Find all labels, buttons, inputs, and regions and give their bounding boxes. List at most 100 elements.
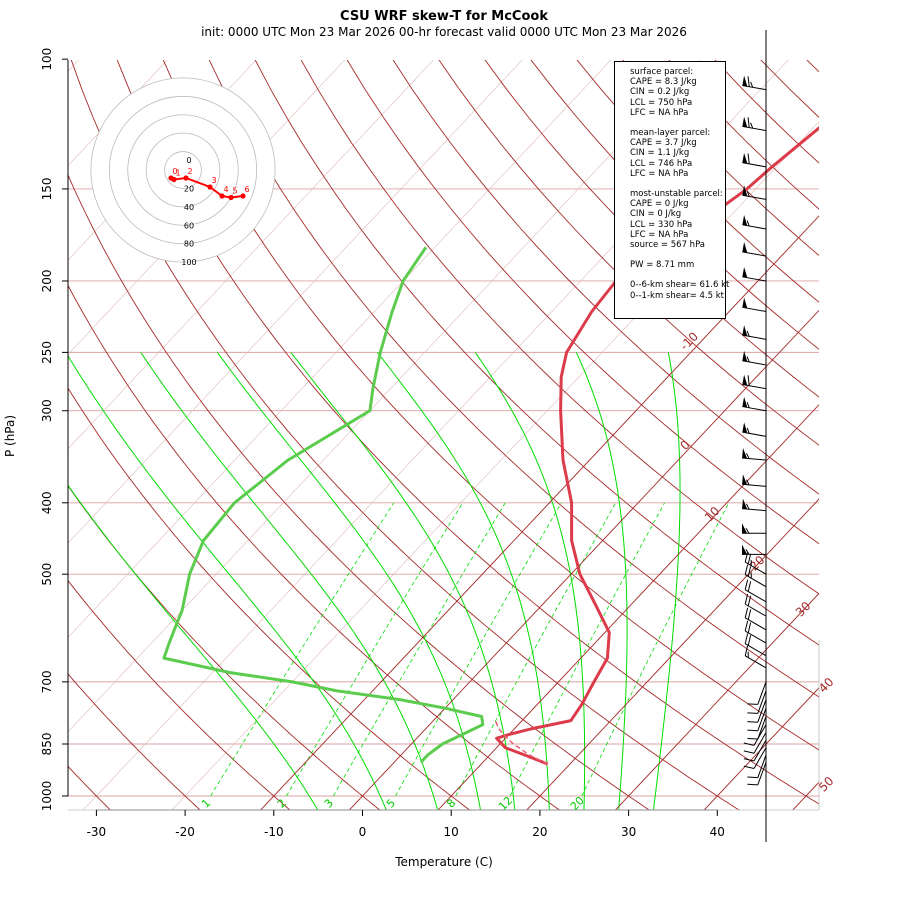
legend-line: LCL = 750 hPa bbox=[630, 97, 693, 108]
y-ticks: 100 150 200 250 300 400 500 700 850 1000 bbox=[40, 48, 68, 811]
parcel-legend: surface parcel: CAPE = 8.3 J/kg CIN = 0.… bbox=[614, 61, 729, 319]
chart-title: CSU WRF skew-T for McCook bbox=[340, 9, 548, 24]
wind-barb-feather bbox=[743, 750, 755, 754]
wind-barb-feather bbox=[747, 703, 758, 705]
mixing-ratio-label: 2 bbox=[275, 796, 289, 810]
wind-barb-feather bbox=[743, 765, 755, 770]
wind-barb-feather bbox=[747, 581, 752, 592]
dry-adiabat bbox=[254, 60, 819, 646]
wind-barb-flag bbox=[742, 325, 748, 337]
hodograph-point-label: 2 bbox=[187, 167, 192, 176]
wind-barb-shaft bbox=[753, 732, 767, 754]
wind-barb bbox=[744, 620, 767, 644]
wind-barb-shaft bbox=[757, 762, 767, 786]
y-axis-label: P (hPa) bbox=[3, 415, 17, 457]
wind-barb-feather bbox=[747, 729, 758, 732]
mixing-ratio-line bbox=[333, 502, 506, 797]
isotherm-line bbox=[68, 60, 434, 450]
wind-barb-shaft bbox=[742, 508, 767, 512]
legend-line: CIN = 1.1 J/kg bbox=[630, 148, 690, 159]
wind-barb bbox=[742, 498, 767, 512]
wind-barb-feather bbox=[744, 551, 749, 563]
wind-barb-shaft bbox=[753, 724, 767, 746]
wind-barb-feather bbox=[746, 503, 750, 510]
wind-barb-shaft bbox=[757, 699, 767, 723]
dry-adiabat bbox=[760, 60, 819, 119]
x-tick-label: -20 bbox=[175, 825, 195, 839]
moist-adiabat bbox=[216, 352, 481, 810]
x-tick-label: 0 bbox=[359, 825, 367, 839]
isotherm-line bbox=[703, 687, 819, 810]
hodograph-ring-label: 40 bbox=[184, 203, 194, 212]
mixing-ratio-line bbox=[509, 502, 665, 797]
wind-barb bbox=[747, 762, 767, 786]
parcel-trace bbox=[494, 720, 549, 765]
wind-barb bbox=[742, 116, 767, 132]
isotherm-line bbox=[437, 404, 819, 810]
wind-barb-shaft bbox=[744, 574, 767, 588]
wind-barb-feather bbox=[744, 633, 749, 644]
wind-barb-flag bbox=[742, 266, 748, 278]
moist-adiabat bbox=[474, 352, 586, 810]
wind-barb bbox=[743, 732, 767, 754]
wind-barb-feather bbox=[747, 622, 752, 633]
moist-adiabat bbox=[377, 352, 550, 810]
dry-adiabat bbox=[68, 173, 651, 810]
legend-line: LFC = NA hPa bbox=[630, 229, 689, 240]
dry-adiabat bbox=[438, 60, 819, 446]
isotherm-label: 10 bbox=[702, 504, 723, 525]
wind-barb bbox=[744, 607, 767, 631]
y-tick-label: 300 bbox=[40, 399, 54, 422]
wind-barb-shaft bbox=[742, 483, 767, 487]
hodograph-ring bbox=[90, 77, 276, 263]
y-tick-label: 500 bbox=[40, 563, 54, 586]
y-tick-label: 150 bbox=[40, 177, 54, 200]
wind-barb bbox=[744, 551, 767, 575]
hodograph-ring bbox=[127, 114, 239, 226]
wind-barb bbox=[742, 422, 767, 437]
dry-adiabat bbox=[392, 60, 819, 495]
dry-adiabat bbox=[208, 60, 819, 698]
y-tick-label: 100 bbox=[40, 48, 54, 71]
isotherm-line bbox=[792, 781, 819, 810]
legend-line: CAPE = 8.3 J/kg bbox=[630, 77, 697, 88]
wind-barb-shaft bbox=[757, 708, 767, 731]
wind-barb bbox=[742, 544, 766, 555]
dry-adiabat bbox=[346, 60, 819, 545]
hodograph-ring-label: 20 bbox=[184, 184, 194, 193]
isotherm-line bbox=[171, 121, 819, 810]
wind-barb bbox=[744, 564, 767, 588]
x-tick-label: 30 bbox=[621, 825, 636, 839]
wind-barb bbox=[742, 523, 766, 534]
dry-adiabat bbox=[68, 387, 471, 810]
dry-adiabat bbox=[852, 59, 900, 811]
wind-barb-flag bbox=[742, 297, 748, 309]
wind-barb-flag bbox=[742, 242, 748, 253]
isotherm-line bbox=[792, 781, 819, 810]
wind-barb bbox=[743, 739, 767, 762]
wind-barb-feather bbox=[744, 607, 749, 618]
dry-adiabat bbox=[70, 60, 740, 810]
wind-barb bbox=[744, 579, 767, 603]
shear-0-1km: 0--1-km shear= 4.5 kt bbox=[630, 290, 724, 301]
dry-adiabat bbox=[484, 60, 819, 398]
wind-barb-feather bbox=[746, 479, 750, 486]
mixing-ratio-line bbox=[210, 502, 395, 797]
isotherm-line bbox=[260, 215, 819, 810]
wind-barb-feather bbox=[744, 579, 749, 590]
isotherm-line bbox=[703, 687, 819, 810]
moist-adiabat bbox=[653, 352, 681, 810]
wind-barb-feather bbox=[747, 783, 758, 786]
y-tick-label: 400 bbox=[40, 491, 54, 514]
mixing-ratio-label: 1 bbox=[199, 796, 213, 810]
wind-barb-flag bbox=[742, 544, 747, 555]
hodograph-point-label: 6 bbox=[244, 185, 249, 194]
x-tick-label: -30 bbox=[87, 825, 107, 839]
wind-barb-shaft bbox=[757, 754, 767, 778]
wind-barb-shaft bbox=[757, 681, 767, 705]
dry-adiabat bbox=[68, 485, 381, 810]
dry-adiabat bbox=[806, 60, 819, 73]
wind-barb-feather bbox=[747, 595, 752, 606]
wind-barb-feather bbox=[746, 220, 750, 227]
